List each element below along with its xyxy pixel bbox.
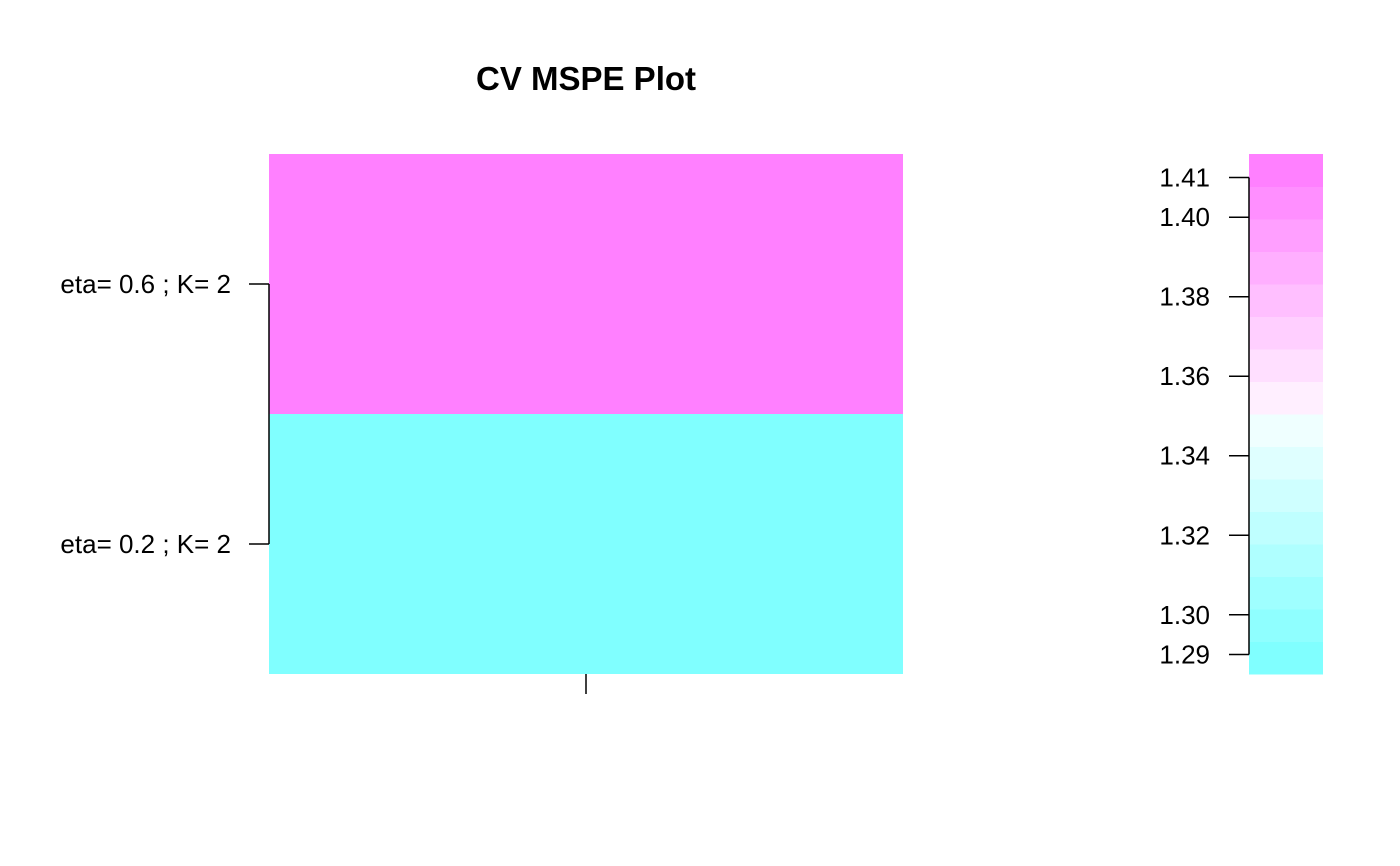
- colorbar-segment: [1249, 479, 1323, 512]
- colorbar-segment: [1249, 446, 1323, 480]
- colorbar-tick-label: 1.38: [1159, 282, 1210, 312]
- colorbar-segment: [1249, 284, 1323, 317]
- colorbar-segment: [1249, 511, 1323, 545]
- colorbar-tick-label: 1.30: [1159, 600, 1210, 630]
- colorbar-segment: [1249, 251, 1323, 285]
- colorbar-segment: [1249, 381, 1323, 415]
- colorbar-tick-label: 1.29: [1159, 640, 1210, 670]
- colorbar-segment: [1249, 186, 1323, 220]
- heatmap-cell: [269, 414, 903, 674]
- colorbar-segment: [1249, 316, 1323, 350]
- colorbar-tick-label: 1.36: [1159, 361, 1210, 391]
- heatmap-cells: [269, 154, 903, 674]
- colorbar-tick-label: 1.41: [1159, 162, 1210, 192]
- colorbar: [1249, 154, 1323, 675]
- colorbar-segment: [1249, 544, 1323, 577]
- colorbar-segment: [1249, 414, 1323, 447]
- colorbar-segment: [1249, 576, 1323, 610]
- y-axis: eta= 0.6 ; K= 2 eta= 0.2 ; K= 2: [60, 269, 270, 559]
- colorbar-tick-label: 1.32: [1159, 520, 1210, 550]
- colorbar-segment: [1249, 154, 1323, 187]
- colorbar-segment: [1249, 609, 1323, 642]
- heatmap-cell: [269, 154, 903, 414]
- colorbar-axis: 1.41 1.40 1.38 1.36 1.34 1.32 1.30 1.29: [1159, 162, 1250, 670]
- colorbar-segment: [1249, 641, 1323, 675]
- colorbar-tick-label: 1.34: [1159, 441, 1210, 471]
- colorbar-segment: [1249, 219, 1323, 252]
- y-tick-label: eta= 0.6 ; K= 2: [60, 269, 231, 299]
- colorbar-segment: [1249, 349, 1323, 382]
- colorbar-tick-label: 1.40: [1159, 202, 1210, 232]
- chart-title: CV MSPE Plot: [476, 60, 696, 97]
- y-tick-label: eta= 0.2 ; K= 2: [60, 529, 231, 559]
